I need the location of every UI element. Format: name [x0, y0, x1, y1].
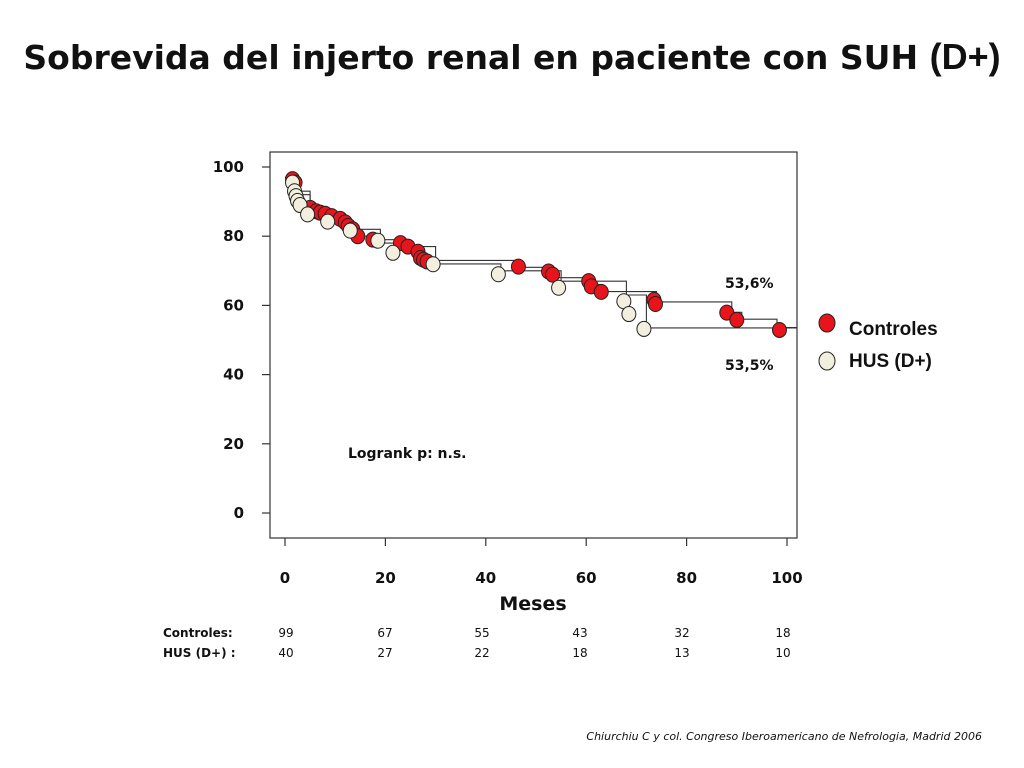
risk-row-label: HUS (D+) :: [163, 646, 236, 660]
y-tick-label: 60: [223, 296, 244, 314]
hus-final-label: 53,5%: [725, 358, 774, 374]
data-point-controles: [545, 266, 561, 283]
risk-cell: 18: [775, 626, 790, 640]
y-tick-label: 0: [234, 504, 244, 522]
series-line-controles: [285, 176, 797, 329]
legend-label-controles: Controles: [849, 319, 938, 340]
risk-cell: 99: [278, 626, 293, 640]
x-axis-title: Meses: [499, 593, 566, 615]
y-tick-label: 20: [223, 435, 244, 453]
data-point-controles: [647, 296, 663, 313]
risk-cell: 10: [775, 646, 790, 660]
risk-cell: 22: [474, 646, 489, 660]
data-point-hus: [490, 266, 506, 283]
risk-cell: 40: [278, 646, 293, 660]
data-point-controles: [729, 311, 745, 328]
risk-cell: 32: [674, 626, 689, 640]
risk-row-label: Controles:: [163, 626, 233, 640]
risk-cell: 18: [572, 646, 587, 660]
data-point-controles: [771, 321, 787, 338]
data-point-hus: [300, 206, 316, 223]
data-point-hus: [621, 306, 637, 323]
slide-title-suffix: (D+): [929, 36, 1001, 77]
x-tick-label: 100: [771, 569, 802, 587]
slide-title-main: Sobrevida del injerto renal en paciente …: [23, 38, 919, 77]
data-point-hus: [320, 213, 336, 230]
x-tick-label: 0: [280, 569, 290, 587]
risk-cell: 43: [572, 626, 587, 640]
risk-cell: 55: [474, 626, 489, 640]
data-point-controles: [593, 283, 609, 300]
plot-frame: [269, 151, 798, 539]
x-tick-label: 80: [676, 569, 697, 587]
slide-title: Sobrevida del injerto renal en paciente …: [0, 36, 1024, 78]
y-tick-label: 40: [223, 366, 244, 384]
legend-label-hus: HUS (D+): [849, 351, 932, 372]
legend: Controles HUS (D+): [818, 313, 938, 372]
data-point-hus: [370, 232, 386, 249]
series-line-hus: [285, 176, 797, 329]
x-tick-label: 20: [375, 569, 396, 587]
data-point-controles: [510, 258, 526, 275]
data-point-hus: [385, 244, 401, 261]
legend-marker-hus: [818, 351, 836, 371]
citation: Chiurchiu C y col. Congreso Iberoamerica…: [586, 730, 982, 743]
risk-cell: 67: [377, 626, 392, 640]
risk-cell: 13: [674, 646, 689, 660]
data-point-hus: [342, 222, 358, 239]
data-point-hus: [636, 320, 652, 337]
legend-marker-controles: [818, 313, 836, 333]
x-tick-label: 60: [576, 569, 597, 587]
data-point-hus: [551, 279, 567, 296]
controles-final-label: 53,6%: [725, 276, 774, 292]
risk-cell: 27: [377, 646, 392, 660]
data-point-hus: [425, 256, 441, 273]
y-tick-label: 80: [223, 227, 244, 245]
risk-table: Controles: 99 67 55 43 32 18 HUS (D+) : 40 27 22 18…: [163, 626, 791, 660]
x-tick-label: 40: [475, 569, 496, 587]
y-tick-label: 100: [213, 158, 244, 176]
logrank-label: Logrank p: n.s.: [348, 446, 467, 462]
